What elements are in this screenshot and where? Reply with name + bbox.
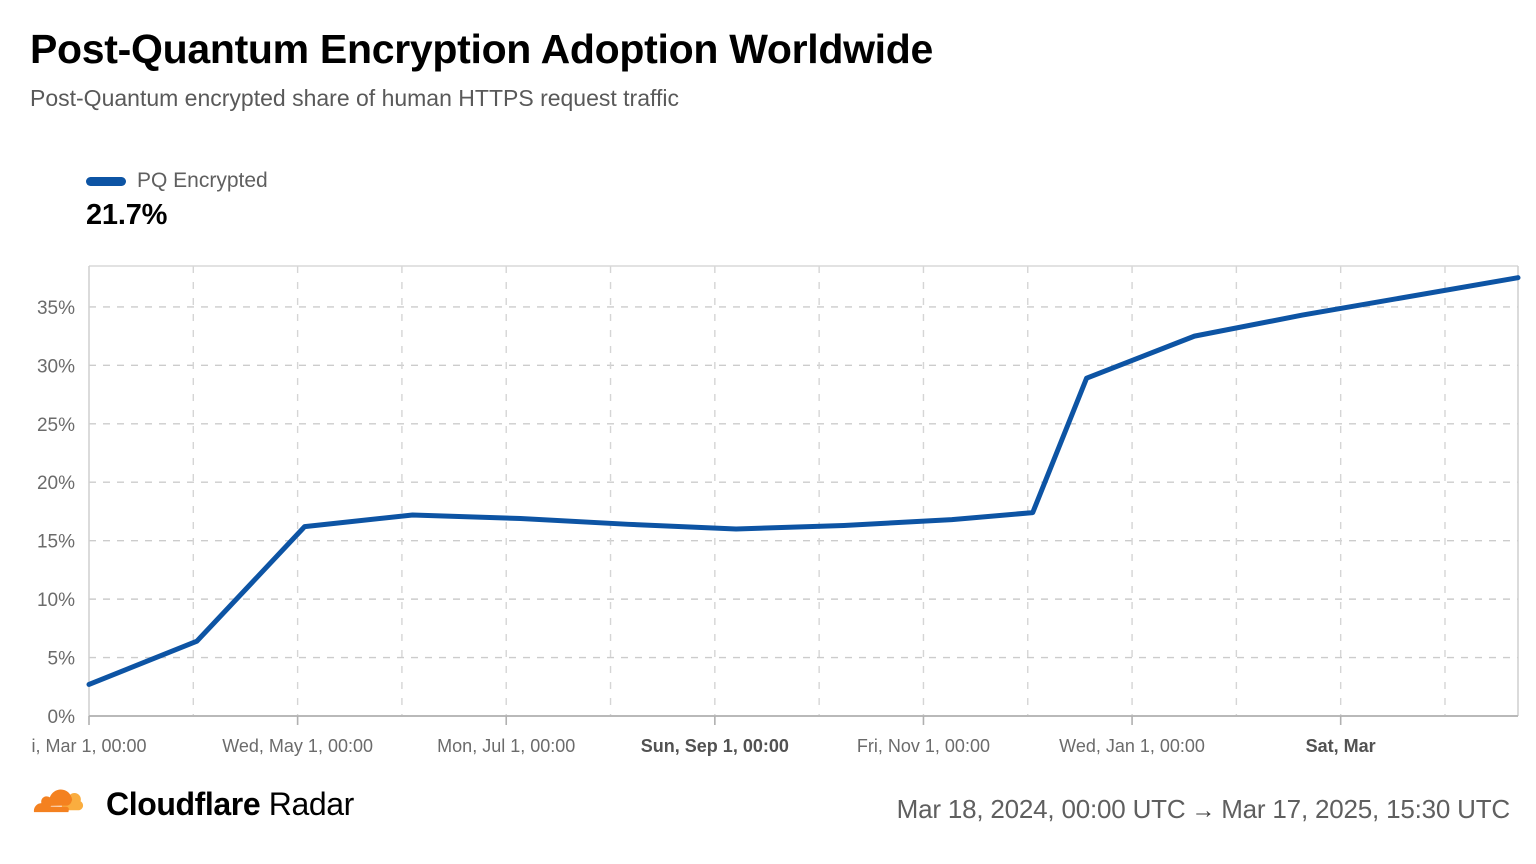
- date-range: Mar 18, 2024, 00:00 UTC → Mar 17, 2025, 15…: [896, 794, 1511, 825]
- legend-item-pq-encrypted[interactable]: PQ Encrypted: [86, 168, 268, 194]
- chart-header: Post-Quantum Encryption Adoption Worldwi…: [30, 26, 933, 113]
- chart-legend: PQ Encrypted 21.7%: [86, 168, 268, 232]
- chart-footer: Cloudflare Radar Mar 18, 2024, 00:00 UTC…: [0, 780, 1536, 860]
- cloudflare-radar-brand[interactable]: Cloudflare Radar: [30, 786, 354, 823]
- data-line: [86, 275, 1521, 687]
- y-axis-ticks: 0% 5% 10% 15% 20% 25% 30% 35%: [37, 298, 75, 728]
- line-chart-svg[interactable]: 0% 5% 10% 15% 20% 25% 30% 35% i, Mar 1, 00:00 We…: [0, 258, 1536, 768]
- y-axis-tick-label: 20%: [37, 473, 75, 494]
- x-axis-tick-label: Fri, Nov 1, 00:00: [857, 736, 990, 756]
- x-axis-ticks: i, Mar 1, 00:00 Wed, May 1, 00:00 Mon, Jul…: [31, 716, 1376, 756]
- brand-text: Cloudflare Radar: [106, 786, 354, 823]
- series-pq-encrypted: [86, 275, 1521, 687]
- date-range-end: Mar 17, 2025, 15:30 UTC: [1221, 794, 1510, 824]
- x-axis-tick-label: Wed, Jan 1, 00:00: [1059, 736, 1205, 756]
- y-axis-tick-label: 10%: [37, 590, 75, 611]
- legend-series-label: PQ Encrypted: [137, 169, 268, 192]
- x-axis-tick-label: Mon, Jul 1, 00:00: [437, 736, 575, 756]
- arrow-right-icon: →: [1191, 797, 1216, 824]
- chart-axes: [88, 265, 1519, 717]
- legend-color-swatch: [86, 176, 126, 186]
- legend-current-value: 21.7%: [86, 199, 168, 231]
- brand-name-bold: Cloudflare: [106, 786, 261, 822]
- chart-gridlines: [89, 266, 1518, 716]
- chart-plot-area[interactable]: 0% 5% 10% 15% 20% 25% 30% 35% i, Mar 1, 00:00 We…: [0, 258, 1536, 768]
- cloudflare-logo-icon: [33, 789, 84, 812]
- date-range-start: Mar 18, 2024, 00:00 UTC: [896, 794, 1186, 824]
- page-subtitle: Post-Quantum encrypted share of human HT…: [30, 85, 679, 112]
- x-axis-tick-label: Wed, May 1, 00:00: [222, 736, 373, 756]
- y-axis-tick-label: 15%: [37, 532, 75, 553]
- y-axis-tick-label: 25%: [37, 415, 75, 436]
- brand-name-light: Radar: [260, 786, 355, 822]
- x-axis-tick-label: Sun, Sep 1, 00:00: [641, 736, 789, 756]
- y-axis-tick-label: 30%: [37, 356, 75, 377]
- x-axis-tick-label: i, Mar 1, 00:00: [31, 736, 146, 756]
- y-axis-tick-label: 5%: [48, 649, 76, 670]
- y-axis-tick-label: 0%: [48, 707, 76, 728]
- page-title: Post-Quantum Encryption Adoption Worldwi…: [30, 26, 934, 72]
- y-axis-tick-label: 35%: [37, 298, 75, 319]
- x-axis-tick-label: Sat, Mar: [1306, 736, 1376, 756]
